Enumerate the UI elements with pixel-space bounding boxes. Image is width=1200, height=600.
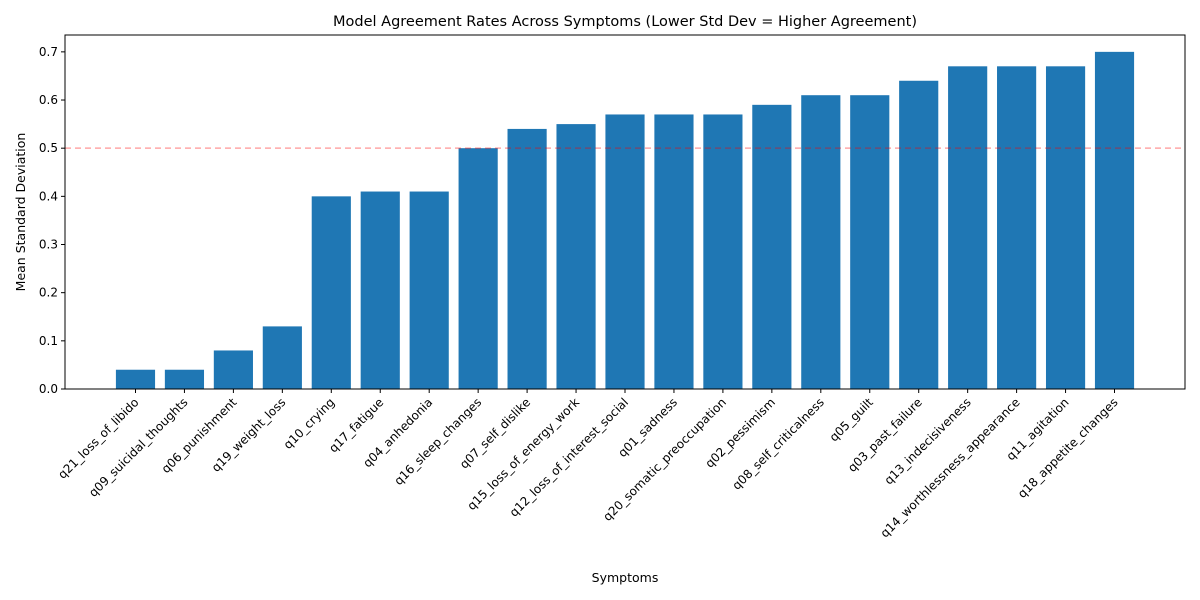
y-tick-label: 0.3 — [39, 238, 58, 252]
bar-q11_agitation — [1045, 66, 1086, 389]
chart-title: Model Agreement Rates Across Symptoms (L… — [333, 14, 917, 30]
x-tick-label: q21_loss_of_libido — [55, 395, 141, 481]
bar-q15_loss_of_energy_work — [556, 124, 596, 389]
bar-q05_guilt — [850, 95, 890, 390]
bar-q14_worthlessness_appearance — [997, 66, 1037, 389]
bar-q02_pessimism — [752, 104, 792, 389]
x-axis-label: Symptoms — [592, 570, 659, 585]
y-axis-label: Mean Standard Deviation — [13, 133, 28, 292]
bars-group — [115, 51, 1135, 390]
y-tick-label: 0.2 — [39, 286, 58, 300]
bar-q09_suicidal_thoughts — [164, 369, 205, 389]
bar-q10_crying — [311, 196, 351, 389]
bar-q13_indecisiveness — [948, 66, 988, 389]
x-tick-label: q09_suicidal_thoughts — [86, 395, 190, 499]
bar-q16_sleep_changes — [458, 148, 498, 389]
bar-q21_loss_of_libido — [115, 369, 156, 389]
bar-q12_loss_of_interest_social — [605, 114, 645, 389]
bar-q06_punishment — [213, 350, 253, 389]
x-tick-label: q16_sleep_changes — [391, 395, 484, 488]
bar-q17_fatigue — [360, 191, 400, 389]
y-tick-label: 0.7 — [39, 45, 58, 59]
bar-q19_weight_loss — [262, 326, 302, 389]
x-tick-label: q08_self_criticalness — [730, 395, 827, 492]
y-tick-label: 0.5 — [39, 141, 58, 155]
bar-q04_anhedonia — [409, 191, 449, 389]
x-tick-label: q05_guilt — [827, 395, 876, 444]
y-axis: 0.0 0.1 0.2 0.3 0.4 0.5 0.6 0.7 — [39, 45, 65, 396]
bar-q07_self_dislike — [507, 128, 547, 389]
bar-q01_sadness — [654, 114, 694, 389]
y-tick-label: 0.4 — [39, 189, 58, 203]
plot-frame — [64, 34, 1186, 390]
bar-q08_self_criticalness — [801, 95, 841, 390]
y-tick-label: 0.1 — [39, 334, 58, 348]
bar-q20_somatic_preoccupation — [703, 114, 743, 389]
bar-q18_appetite_changes — [1094, 51, 1135, 389]
y-tick-label: 0.6 — [39, 93, 58, 107]
y-tick-label: 0.0 — [39, 382, 58, 396]
x-tick-label: q18_appetite_changes — [1015, 395, 1121, 501]
x-tick-label: q13_indecisiveness — [882, 395, 974, 487]
bar-q03_past_failure — [899, 80, 939, 390]
